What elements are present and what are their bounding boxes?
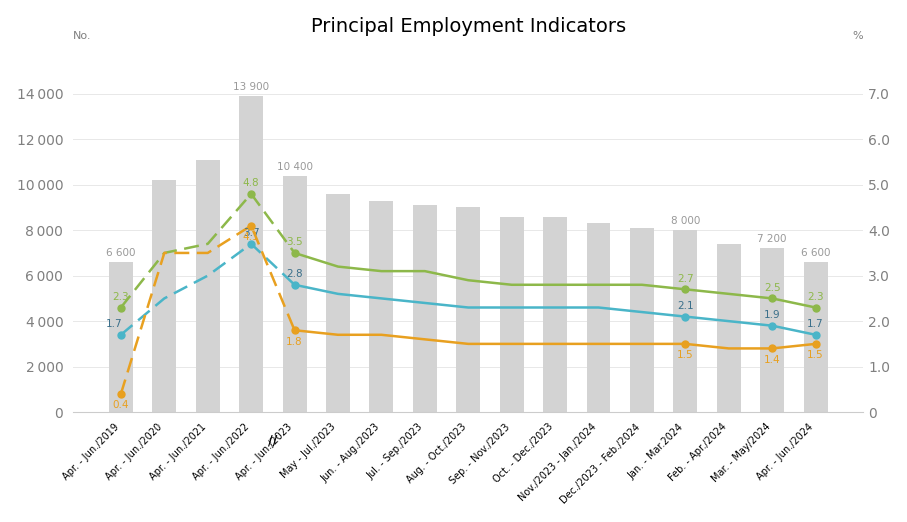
Text: 2.5: 2.5 [764, 283, 781, 293]
Text: 1.8: 1.8 [287, 337, 303, 347]
Text: 6 600: 6 600 [801, 248, 830, 258]
Bar [413, 205, 437, 412]
Bar [673, 230, 697, 412]
Bar [630, 228, 654, 412]
Text: 2.8: 2.8 [287, 269, 303, 279]
Bar [500, 217, 523, 412]
Text: 13 900: 13 900 [233, 82, 269, 92]
Bar [326, 194, 350, 412]
Text: 1.9: 1.9 [764, 310, 781, 320]
Text: 8 000: 8 000 [670, 216, 700, 226]
Bar [760, 248, 785, 412]
Bar [152, 180, 176, 412]
Text: 2.3: 2.3 [112, 292, 129, 302]
Bar [717, 244, 741, 412]
Bar [543, 217, 567, 412]
Text: 1.5: 1.5 [677, 350, 694, 360]
Bar [109, 262, 132, 412]
Text: 1.5: 1.5 [807, 350, 824, 360]
Text: %: % [853, 31, 863, 41]
Text: 4.8: 4.8 [243, 178, 259, 188]
Bar [456, 207, 480, 412]
Text: 0.4: 0.4 [112, 400, 129, 410]
Text: 3.5: 3.5 [287, 238, 303, 247]
Title: Principal Employment Indicators: Principal Employment Indicators [311, 17, 626, 35]
Text: 2.1: 2.1 [677, 301, 694, 311]
Text: 7 200: 7 200 [757, 234, 787, 244]
Text: 2.7: 2.7 [677, 274, 694, 283]
Bar [239, 96, 263, 412]
Text: No.: No. [73, 31, 92, 41]
Bar [196, 160, 219, 412]
Text: 1.7: 1.7 [807, 319, 824, 329]
Bar [804, 262, 827, 412]
Bar [369, 200, 394, 412]
Text: //: // [268, 434, 278, 448]
Text: 10 400: 10 400 [277, 161, 313, 172]
Text: 2.3: 2.3 [807, 292, 824, 302]
Text: 6 600: 6 600 [106, 248, 136, 258]
Text: 4.1: 4.1 [243, 232, 259, 242]
Bar [283, 175, 307, 412]
Bar [587, 223, 610, 412]
Text: 1.4: 1.4 [764, 355, 781, 365]
Text: 1.7: 1.7 [106, 319, 122, 329]
Text: 3.7: 3.7 [243, 228, 259, 238]
